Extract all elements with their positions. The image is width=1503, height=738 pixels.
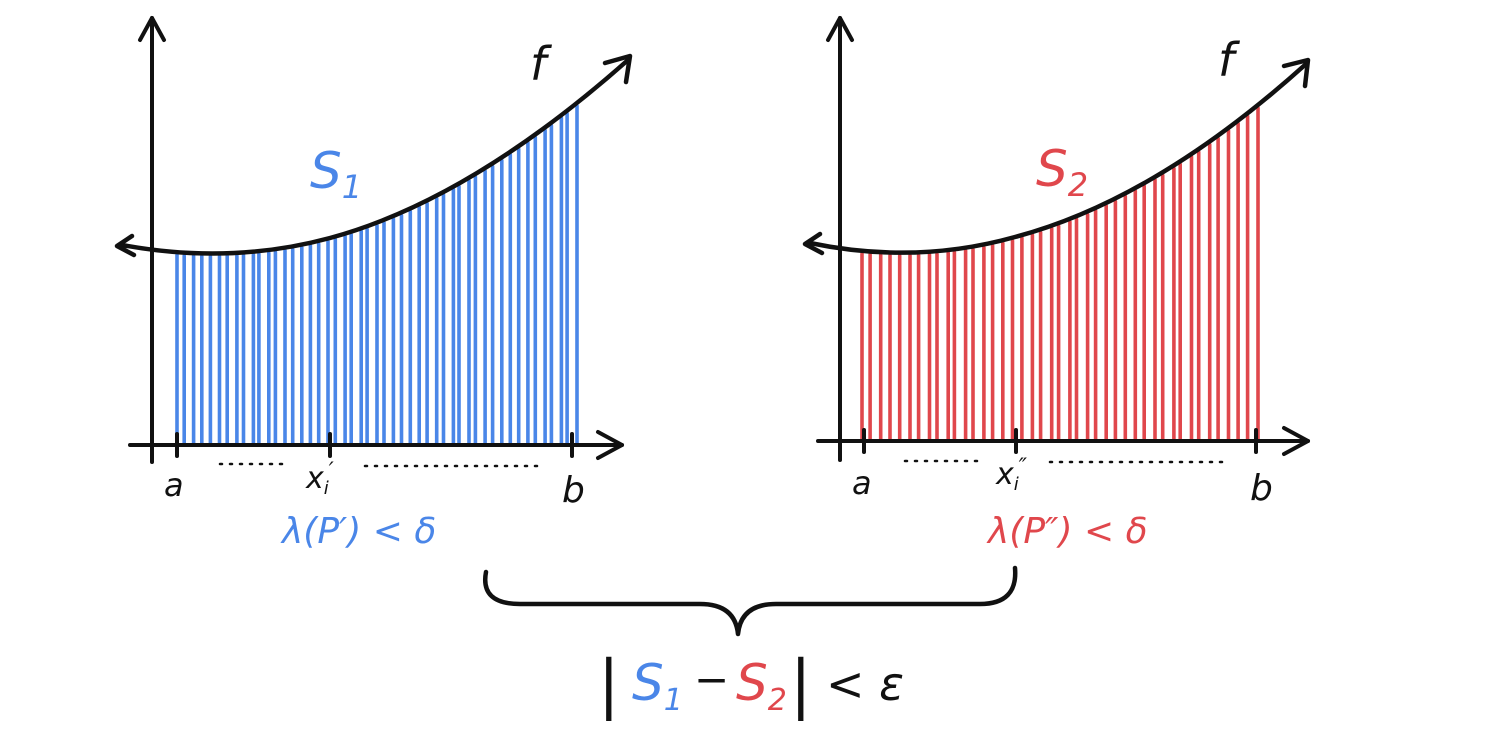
left-sample-prime: ′ bbox=[329, 459, 334, 484]
right-sample-sub: i bbox=[1014, 474, 1019, 495]
left-sample-point: xi′ bbox=[305, 459, 334, 499]
left-sample-base: x bbox=[305, 461, 324, 496]
right-endpoint-b: b bbox=[1250, 468, 1273, 509]
right-endpoint-a: a bbox=[852, 464, 872, 502]
conclusion-s2-base: S bbox=[736, 654, 768, 712]
left-endpoint-b: b bbox=[562, 470, 585, 511]
left-endpoint-a: a bbox=[164, 466, 184, 504]
right-sample-base: x bbox=[995, 457, 1014, 492]
right-sum-base: S bbox=[1036, 140, 1068, 198]
abs-bar-left: | bbox=[598, 648, 620, 722]
left-mesh-condition: λ(P′) < δ bbox=[280, 511, 436, 552]
left-x-arrowhead bbox=[596, 430, 624, 460]
conclusion-inequality: | S1 − S2 | < ε bbox=[598, 648, 904, 722]
conclusion-minus: − bbox=[694, 655, 729, 704]
abs-bar-right: | bbox=[790, 648, 812, 722]
left-bars bbox=[175, 104, 579, 445]
right-sum-sub: 2 bbox=[1068, 166, 1088, 204]
conclusion-s1: S1 bbox=[632, 654, 683, 718]
left-curve-arrow-end bbox=[602, 53, 633, 85]
right-bars bbox=[860, 106, 1260, 441]
combining-brace bbox=[482, 565, 1018, 637]
conclusion-s1-base: S bbox=[632, 654, 664, 712]
left-sum-sub: 1 bbox=[342, 168, 362, 206]
conclusion-s2: S2 bbox=[736, 654, 787, 718]
right-mesh-condition: λ(P″) < δ bbox=[986, 511, 1148, 552]
right-function-curve bbox=[807, 61, 1309, 255]
conclusion-relation: < ε bbox=[826, 657, 904, 711]
right-sum-label: S2 bbox=[1036, 140, 1088, 204]
left-curve-arrow-start bbox=[114, 233, 137, 258]
conclusion-s2-sub: 2 bbox=[768, 683, 787, 718]
right-sample-point: xi″ bbox=[995, 455, 1028, 495]
left-function-label: f bbox=[530, 37, 552, 91]
left-y-arrowhead bbox=[138, 16, 166, 42]
right-curve-arrow-start bbox=[802, 231, 825, 256]
left-sum-label: S1 bbox=[310, 142, 362, 206]
right-sample-prime: ″ bbox=[1019, 455, 1028, 480]
right-curve-arrow-end bbox=[1281, 57, 1311, 89]
conclusion-s1-sub: 1 bbox=[664, 683, 683, 718]
right-y-arrowhead bbox=[826, 16, 854, 42]
left-sum-base: S bbox=[310, 142, 342, 200]
left-sample-sub: i bbox=[324, 478, 329, 499]
right-x-arrowhead bbox=[1282, 426, 1310, 456]
right-function-label: f bbox=[1218, 33, 1240, 87]
right-panel: f S2 a b xi″ λ(P″) < δ bbox=[802, 16, 1311, 552]
left-panel: f S1 a b xi′ λ(P′) < δ bbox=[114, 16, 633, 552]
left-function-curve bbox=[119, 57, 631, 256]
